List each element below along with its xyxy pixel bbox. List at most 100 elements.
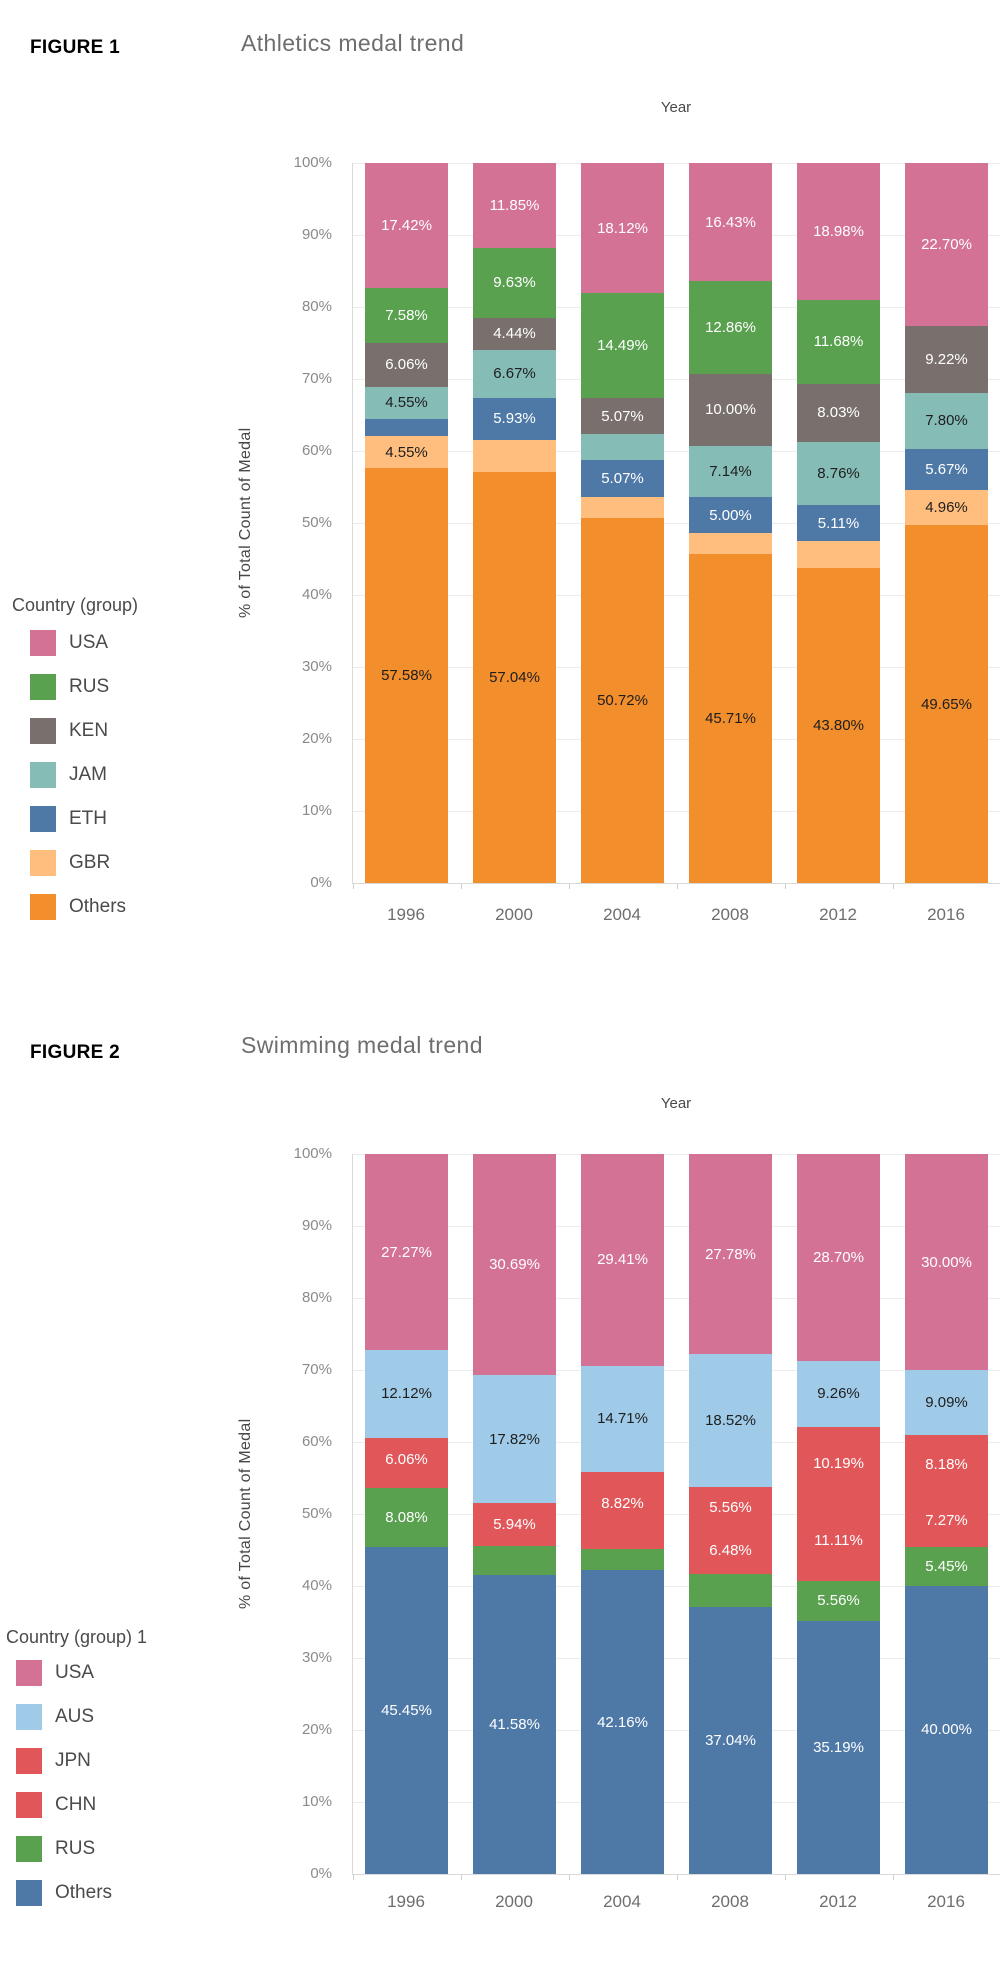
segment-label: 40.00%	[921, 1721, 972, 1739]
segment-gbr-2012	[797, 541, 880, 568]
segment-label: 4.44%	[493, 325, 536, 343]
legend-item-label: GBR	[69, 852, 111, 873]
segment-jpn-2016: 8.18%	[905, 1435, 988, 1495]
legend-item-jpn: JPN	[16, 1739, 112, 1783]
y-tick-label: 20%	[301, 730, 332, 747]
legend-swatch-chn	[16, 1792, 42, 1818]
x-tick-label-2000: 2000	[495, 905, 533, 924]
gridline-40%	[353, 595, 1000, 596]
y-tick-label: 40%	[301, 586, 332, 603]
segment-label: 4.55%	[385, 443, 428, 461]
segment-rus-2008: 12.86%	[689, 281, 772, 374]
x-tick-mark	[353, 884, 354, 889]
segment-jpn-2012: 10.19%	[797, 1427, 880, 1501]
segment-label: 42.16%	[597, 1713, 648, 1731]
segment-usa-2004: 18.12%	[581, 163, 664, 294]
stacked-bar-2016: 22.70% 9.22% 7.80% 5.67% 4.96% 49.65%	[905, 163, 988, 883]
gridline-20%	[353, 1730, 1000, 1731]
legend-swatch-others	[16, 1880, 42, 1906]
segment-rus-2000	[473, 1546, 556, 1575]
gridline-20%	[353, 739, 1000, 740]
legend-swatch-jam	[30, 762, 56, 788]
y-tick-label: 30%	[301, 658, 332, 675]
gridline-70%	[353, 1370, 1000, 1371]
x-tick-mark	[569, 1875, 570, 1880]
x-tick-label-2004: 2004	[603, 1892, 641, 1911]
gridline-90%	[353, 235, 1000, 236]
segment-others-1996: 57.58%	[365, 468, 448, 883]
segment-chn-1996	[365, 1481, 448, 1489]
segment-label: 8.08%	[385, 1509, 428, 1527]
segment-jam-2004	[581, 434, 664, 461]
y-tick-label: 80%	[301, 298, 332, 315]
segment-label: 5.67%	[925, 460, 968, 478]
y-tick-label: 80%	[301, 1289, 332, 1306]
y-tick-label: 30%	[301, 1649, 332, 1666]
legend-item-label: Others	[55, 1882, 113, 1903]
legend-item-eth: ETH	[30, 797, 126, 841]
legend-item-label: CHN	[55, 1794, 97, 1815]
x-tick-mark	[677, 884, 678, 889]
segment-label: 30.69%	[489, 1255, 540, 1273]
stacked-bar-2000: 30.69% 17.82% 5.94% 41.58%	[473, 1154, 556, 1874]
segment-others-2012: 43.80%	[797, 567, 880, 883]
legend-item-aus: AUS	[16, 1695, 112, 1739]
y-tick-label: 0%	[310, 874, 332, 891]
segment-usa-1996: 27.27%	[365, 1154, 448, 1351]
segment-label: 7.27%	[925, 1512, 968, 1529]
segment-others-2000: 57.04%	[473, 472, 556, 883]
segment-ken-2012: 8.03%	[797, 383, 880, 442]
segment-usa-2000: 30.69%	[473, 1154, 556, 1375]
segment-label: 30.00%	[921, 1253, 972, 1271]
legend-swatch-others	[30, 894, 56, 920]
legend-item-rus: RUS	[30, 665, 126, 709]
x-tick-label-2012: 2012	[819, 905, 857, 924]
segment-label: 6.06%	[385, 1450, 428, 1468]
segment-usa-2012: 18.98%	[797, 163, 880, 300]
segment-gbr-2008	[689, 533, 772, 554]
stacked-bar-2008: 27.78% 18.52% 5.56% 6.48% 37.04%	[689, 1154, 772, 1874]
x-tick-label-2016: 2016	[927, 1892, 965, 1911]
segment-ken-2004: 5.07%	[581, 397, 664, 435]
segment-others-2008: 37.04%	[689, 1607, 772, 1874]
legend-item-label: ETH	[69, 808, 107, 829]
stacked-bar-2008: 16.43% 12.86% 10.00% 7.14% 5.00% 45.71%	[689, 163, 772, 883]
segment-rus-2012: 5.56%	[797, 1580, 880, 1621]
segment-label: 43.80%	[813, 716, 864, 734]
segment-chn-2008: 6.48%	[689, 1527, 772, 1574]
segment-usa-1996: 17.42%	[365, 163, 448, 289]
chart-1-legend-title: Country (group)	[12, 595, 139, 615]
legend-item-usa: USA	[30, 621, 126, 665]
chart-2-x-axis-title: Year	[660, 1095, 692, 1112]
stacked-bar-2000: 11.85% 9.63% 4.44% 6.67% 5.93% 57.04%	[473, 163, 556, 883]
chart-1-plot-area: 17.42% 7.58% 6.06% 4.55% 4.55% 57.58% 11.85% 9.…	[352, 163, 1000, 889]
legend-swatch-rus	[16, 1836, 42, 1862]
segment-rus-2004: 14.49%	[581, 293, 664, 398]
segment-eth-2000: 5.93%	[473, 397, 556, 441]
segment-usa-2008: 27.78%	[689, 1154, 772, 1354]
segment-gbr-1996: 4.55%	[365, 435, 448, 469]
gridline-80%	[353, 307, 1000, 308]
segment-label: 5.45%	[925, 1557, 968, 1575]
segment-label: 7.58%	[385, 307, 428, 325]
segment-rus-2016: 5.45%	[905, 1546, 988, 1586]
segment-others-2004: 42.16%	[581, 1570, 664, 1874]
gridline-80%	[353, 1298, 1000, 1299]
segment-jam-2012: 8.76%	[797, 441, 880, 505]
segment-label: 18.12%	[597, 219, 648, 237]
x-tick-label-2012: 2012	[819, 1892, 857, 1911]
figure-1-label: FIGURE 1	[30, 37, 121, 58]
segment-eth-2004: 5.07%	[581, 460, 664, 497]
segment-rus-2012: 11.68%	[797, 299, 880, 384]
segment-label: 11.68%	[813, 333, 864, 351]
segment-eth-2008: 5.00%	[689, 497, 772, 534]
legend-item-label: JAM	[69, 764, 107, 785]
gridline-50%	[353, 523, 1000, 524]
gridline-100%	[353, 163, 1000, 164]
segment-usa-2000: 11.85%	[473, 163, 556, 249]
stacked-bar-2004: 18.12% 14.49% 5.07% 5.07% 50.72%	[581, 163, 664, 883]
y-tick-label: 0%	[310, 1865, 332, 1882]
segment-aus-2012: 9.26%	[797, 1360, 880, 1428]
segment-label: 5.56%	[817, 1592, 860, 1610]
segment-usa-2016: 30.00%	[905, 1154, 988, 1370]
